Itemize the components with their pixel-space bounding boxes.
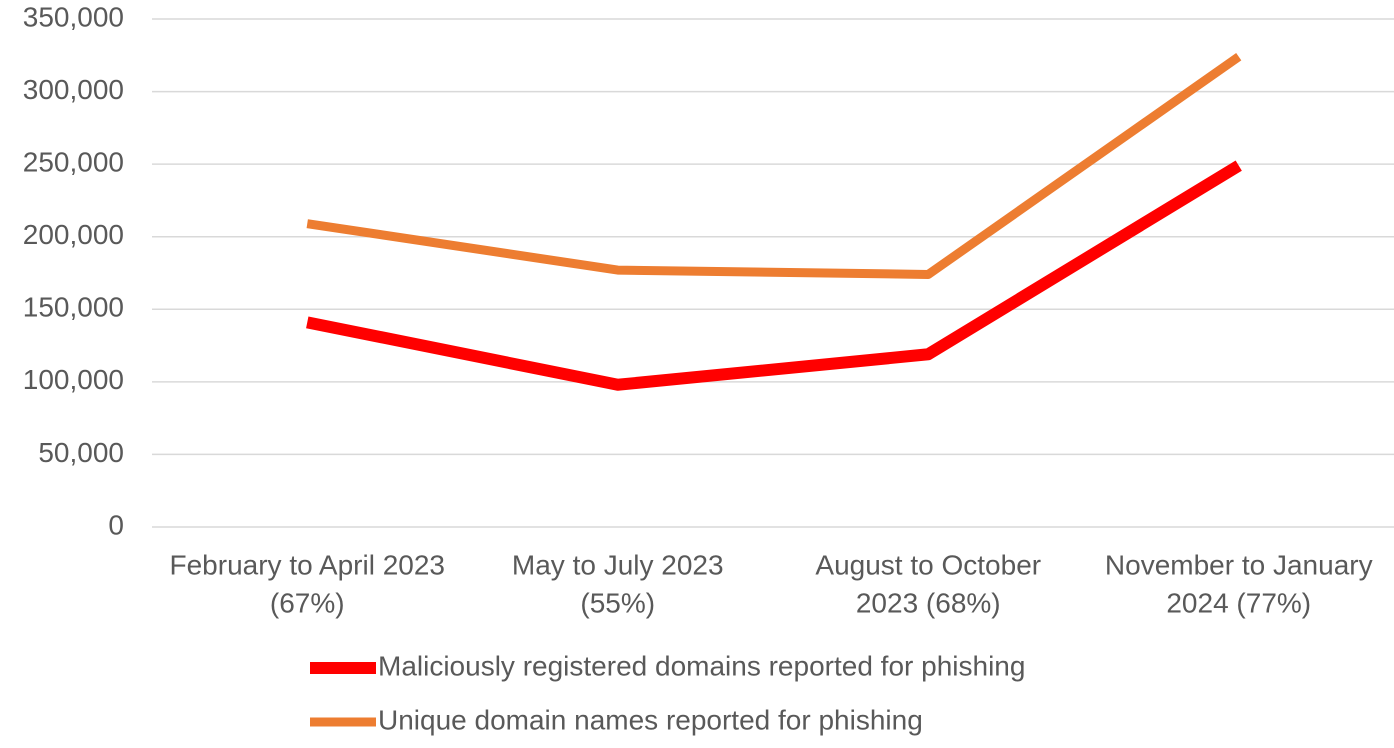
y-tick-label: 100,000: [23, 364, 124, 395]
x-tick-label: (55%): [580, 587, 655, 618]
x-tick-label: November to January: [1105, 549, 1373, 580]
legend-label: Maliciously registered domains reported …: [378, 650, 1025, 681]
y-tick-label: 300,000: [23, 74, 124, 105]
y-tick-label: 0: [108, 509, 124, 540]
x-tick-label: August to October: [815, 549, 1041, 580]
x-tick-label: (67%): [270, 587, 345, 618]
y-tick-label: 150,000: [23, 292, 124, 323]
x-tick-label: February to April 2023: [170, 549, 446, 580]
y-tick-label: 50,000: [38, 437, 124, 468]
y-tick-label: 350,000: [23, 1, 124, 32]
x-tick-label: May to July 2023: [512, 549, 724, 580]
y-tick-label: 250,000: [23, 147, 124, 178]
x-tick-label: 2023 (68%): [856, 587, 1001, 618]
legend-label: Unique domain names reported for phishin…: [378, 704, 923, 735]
series-line: [306, 53, 1242, 279]
x-tick-label: 2024 (77%): [1166, 587, 1311, 618]
y-tick-label: 200,000: [23, 219, 124, 250]
series-line: [306, 160, 1242, 391]
